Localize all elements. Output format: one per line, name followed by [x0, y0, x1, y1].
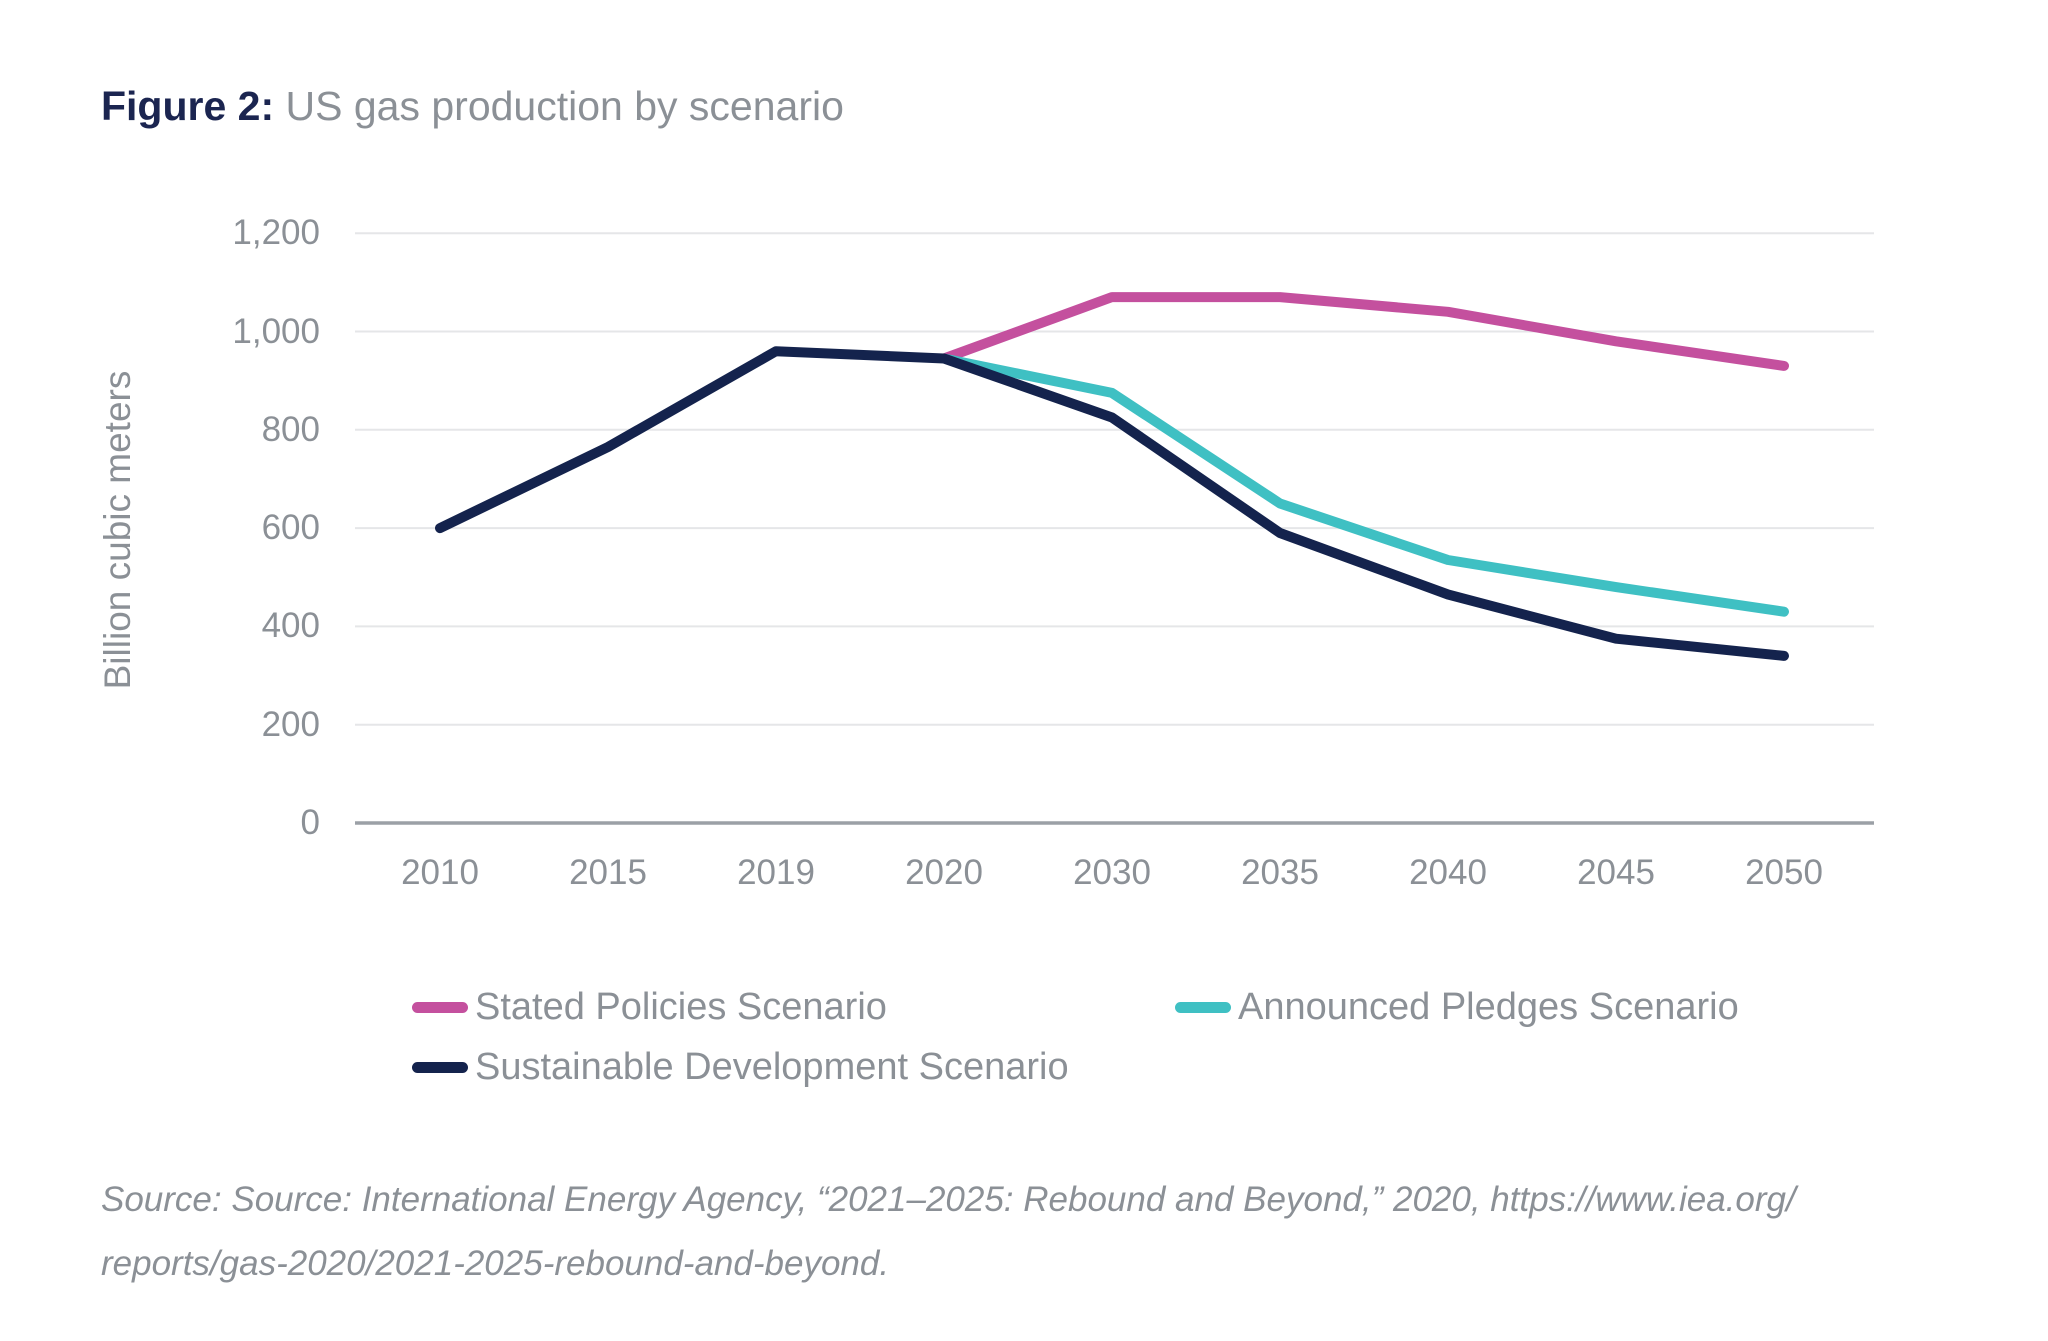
- source-line-2: reports/gas-2020/2021-2025-rebound-and-b…: [101, 1244, 890, 1283]
- y-tick-label: 400: [261, 606, 320, 646]
- series-line-sustainable-development-scenario: [435, 346, 1789, 661]
- x-tick-label: 2040: [1409, 853, 1487, 892]
- x-tick-label: 2030: [1073, 853, 1151, 892]
- legend-swatch-icon: [412, 1061, 468, 1073]
- legend-item-stated-policies-scenario: Stated Policies Scenario: [412, 983, 1175, 1031]
- x-tick-label: 2010: [401, 853, 479, 892]
- y-tick-label: 800: [261, 409, 320, 449]
- series-line-announced-pledges-scenario: [939, 353, 1789, 617]
- legend: Stated Policies Scenario Announced Pledge…: [412, 983, 1739, 1091]
- source-line-1: Source: Source: International Energy Age…: [101, 1180, 1796, 1219]
- x-tick-label: 2045: [1577, 853, 1655, 892]
- source-text: Source: Source: International Energy Age…: [101, 1168, 1796, 1296]
- y-tick-label: 200: [261, 704, 320, 744]
- x-tick-label: 2035: [1241, 853, 1319, 892]
- legend-label: Stated Policies Scenario: [475, 986, 887, 1028]
- x-tick-label: 2019: [737, 853, 815, 892]
- figure-title: Figure 2: US gas production by scenario: [101, 83, 844, 129]
- legend-swatch-icon: [412, 1001, 468, 1013]
- figure-number-label: Figure 2:: [101, 83, 275, 129]
- legend-item-announced-pledges-scenario: Announced Pledges Scenario: [1175, 983, 1739, 1031]
- x-tick-label: 2050: [1745, 853, 1823, 892]
- y-tick-label: 1,200: [232, 213, 320, 253]
- x-tick-label: 2015: [569, 853, 647, 892]
- x-tick-label: 2020: [905, 853, 983, 892]
- y-tick-label: 600: [261, 508, 320, 548]
- legend-swatch-icon: [1175, 1001, 1231, 1013]
- y-tick-label: 0: [300, 803, 320, 842]
- legend-label: Announced Pledges Scenario: [1238, 986, 1739, 1028]
- figure-caption: US gas production by scenario: [274, 83, 844, 129]
- y-tick-label: 1,000: [232, 311, 320, 351]
- legend-label: Sustainable Development Scenario: [475, 1046, 1069, 1088]
- series-line-stated-policies-scenario: [939, 292, 1789, 371]
- legend-item-sustainable-development-scenario: Sustainable Development Scenario: [412, 1043, 1175, 1091]
